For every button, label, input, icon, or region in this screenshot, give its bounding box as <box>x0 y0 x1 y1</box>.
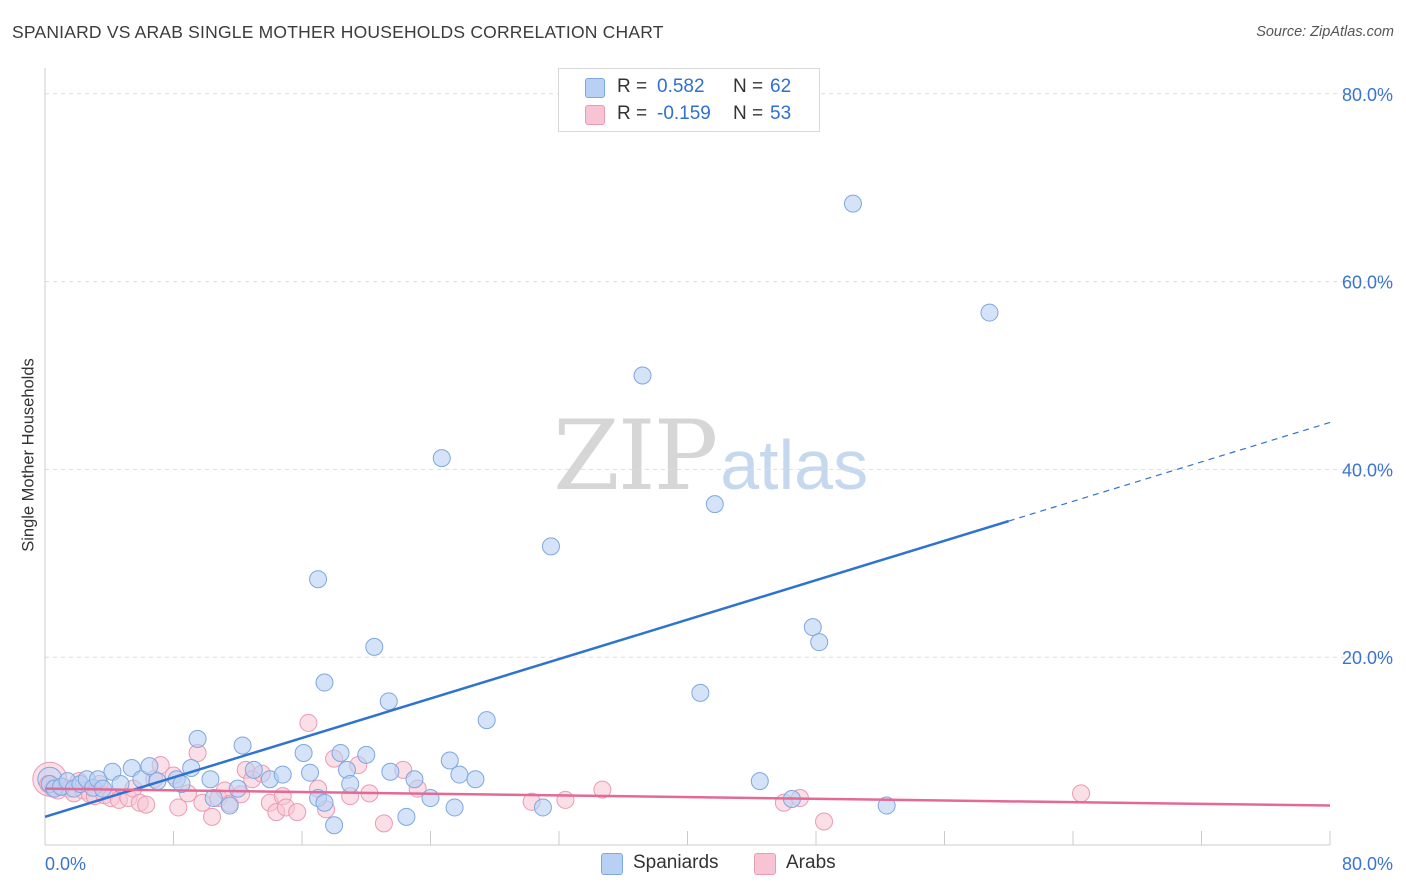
r-value: 0.582 <box>657 76 705 97</box>
spaniards-legend-label: Spaniards <box>633 852 719 873</box>
arabs-point <box>1072 784 1091 803</box>
spaniards-point <box>450 765 469 784</box>
spaniards-swatch <box>585 78 605 98</box>
arabs-point <box>203 807 222 826</box>
arabs-point <box>374 814 393 833</box>
spaniards-point <box>541 537 560 556</box>
spaniards-point <box>843 194 862 213</box>
n-label: N = <box>733 103 764 124</box>
spaniards-point <box>432 449 451 468</box>
spaniards-point <box>331 743 350 762</box>
spaniards-point <box>705 495 724 514</box>
spaniards-point <box>980 303 999 322</box>
spaniards-legend-swatch <box>601 853 623 875</box>
r-label: R = <box>617 76 648 97</box>
spaniards-point <box>445 798 464 817</box>
spaniards-point <box>294 743 313 762</box>
spaniards-point <box>466 770 485 789</box>
arabs-legend-swatch <box>754 853 776 875</box>
x-tick-label: 0.0% <box>45 854 86 874</box>
spaniards-point <box>201 770 220 789</box>
spaniards-point <box>397 807 416 826</box>
spaniards-point <box>301 763 320 782</box>
arabs-point <box>556 790 575 809</box>
n-label: N = <box>733 76 764 97</box>
arabs-trend-line <box>44 787 1331 807</box>
spaniards-point <box>309 570 328 589</box>
spaniards-point <box>357 745 376 764</box>
spaniards-point <box>188 729 207 748</box>
arabs-legend-label: Arabs <box>786 852 836 873</box>
arabs-point <box>288 803 307 822</box>
spaniards-point <box>381 762 400 781</box>
spaniards-point <box>341 774 360 793</box>
arabs-point <box>137 795 156 814</box>
spaniards-trend-extension <box>1008 421 1331 522</box>
spaniards-point <box>633 366 652 385</box>
spaniards-point <box>315 673 334 692</box>
watermark: ZIPatlas <box>553 400 868 512</box>
spaniards-point <box>405 770 424 789</box>
chart-title: SPANIARD VS ARAB SINGLE MOTHER HOUSEHOLD… <box>12 22 664 42</box>
arabs-point <box>299 713 318 732</box>
spaniards-point <box>440 751 459 770</box>
watermark-atlas: atlas <box>720 426 869 504</box>
arabs-point <box>815 812 834 831</box>
spaniards-point <box>140 757 159 776</box>
y-tick-label: 80.0% <box>1342 85 1393 105</box>
y-tick-label: 60.0% <box>1342 273 1393 293</box>
n-value: 62 <box>770 76 792 97</box>
spaniards-point <box>810 633 829 652</box>
arabs-swatch <box>585 105 605 125</box>
spaniards-point <box>691 683 710 702</box>
spaniards-point <box>204 789 223 808</box>
y-tick-label: 20.0% <box>1342 648 1393 668</box>
spaniards-point <box>379 692 398 711</box>
r-value: -0.159 <box>657 103 711 124</box>
spaniards-point <box>750 772 769 791</box>
r-label: R = <box>617 103 648 124</box>
spaniards-point <box>273 765 292 784</box>
spaniards-point <box>220 796 239 815</box>
spaniards-point <box>365 637 384 656</box>
spaniards-trend-line <box>44 519 1010 819</box>
spaniards-point <box>228 779 247 798</box>
arabs-point <box>169 798 188 817</box>
n-value: 53 <box>770 103 792 124</box>
y-tick-label: 40.0% <box>1342 460 1393 480</box>
spaniards-point <box>233 736 252 755</box>
spaniards-point <box>477 711 496 730</box>
source-label: Source: ZipAtlas.com <box>1256 24 1394 40</box>
spaniards-point <box>421 789 440 808</box>
stats-legend: R = 0.582 N = 62 R = -0.159 N = 53 <box>558 68 820 132</box>
y-axis-title: Single Mother Households <box>19 358 38 552</box>
spaniards-point <box>803 618 822 637</box>
spaniards-point <box>325 816 344 835</box>
arabs-point <box>593 780 612 799</box>
x-tick-label: 80.0% <box>1342 854 1393 874</box>
spaniards-point <box>244 760 263 779</box>
watermark-zip: ZIP <box>553 400 718 512</box>
spaniards-point <box>315 793 334 812</box>
spaniards-point <box>533 798 552 817</box>
spaniards-point <box>877 796 896 815</box>
